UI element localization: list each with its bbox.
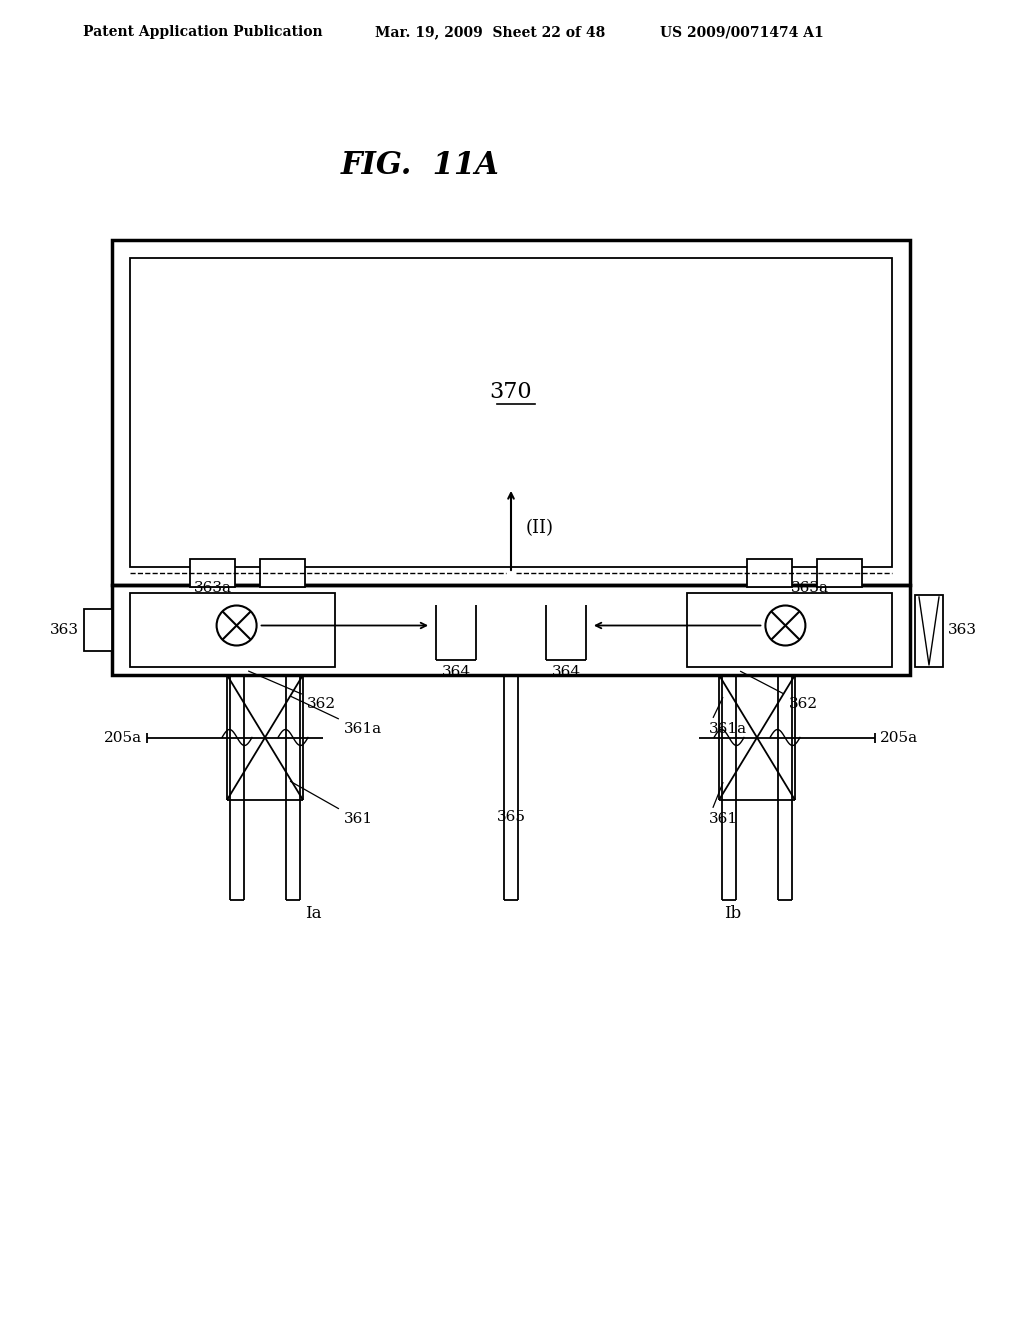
Bar	[915, 595, 943, 667]
Text: 205a: 205a	[103, 730, 142, 744]
Circle shape	[217, 606, 257, 645]
Text: FIG.  11A: FIG. 11A	[341, 149, 500, 181]
Text: 361: 361	[344, 812, 373, 826]
Text: 363a: 363a	[791, 582, 828, 595]
Bar	[112, 585, 910, 675]
Text: 365: 365	[497, 810, 525, 824]
Bar	[84, 609, 112, 651]
Text: 363a: 363a	[194, 582, 231, 595]
Bar	[130, 593, 335, 667]
Text: 364: 364	[552, 665, 581, 678]
Bar	[817, 558, 862, 587]
Text: (II): (II)	[526, 519, 554, 537]
Text: 370: 370	[489, 381, 532, 404]
Text: Ib: Ib	[724, 906, 741, 921]
Bar	[260, 558, 305, 587]
Text: 364: 364	[441, 665, 471, 678]
Text: US 2009/0071474 A1: US 2009/0071474 A1	[660, 25, 823, 40]
Bar	[190, 558, 234, 587]
Bar	[687, 593, 892, 667]
Text: Mar. 19, 2009  Sheet 22 of 48: Mar. 19, 2009 Sheet 22 of 48	[375, 25, 605, 40]
Text: 361: 361	[709, 812, 738, 826]
Text: 205a: 205a	[880, 730, 919, 744]
Text: Ia: Ia	[305, 906, 322, 921]
Text: Patent Application Publication: Patent Application Publication	[83, 25, 323, 40]
Text: 361a: 361a	[709, 722, 748, 737]
Bar	[112, 240, 910, 585]
Text: 363: 363	[50, 623, 79, 638]
Circle shape	[765, 606, 806, 645]
Text: 362: 362	[790, 697, 818, 711]
Text: 362: 362	[307, 697, 336, 711]
Bar	[130, 257, 892, 568]
Text: 363: 363	[948, 623, 977, 638]
Text: 361a: 361a	[344, 722, 382, 737]
Bar	[746, 558, 792, 587]
